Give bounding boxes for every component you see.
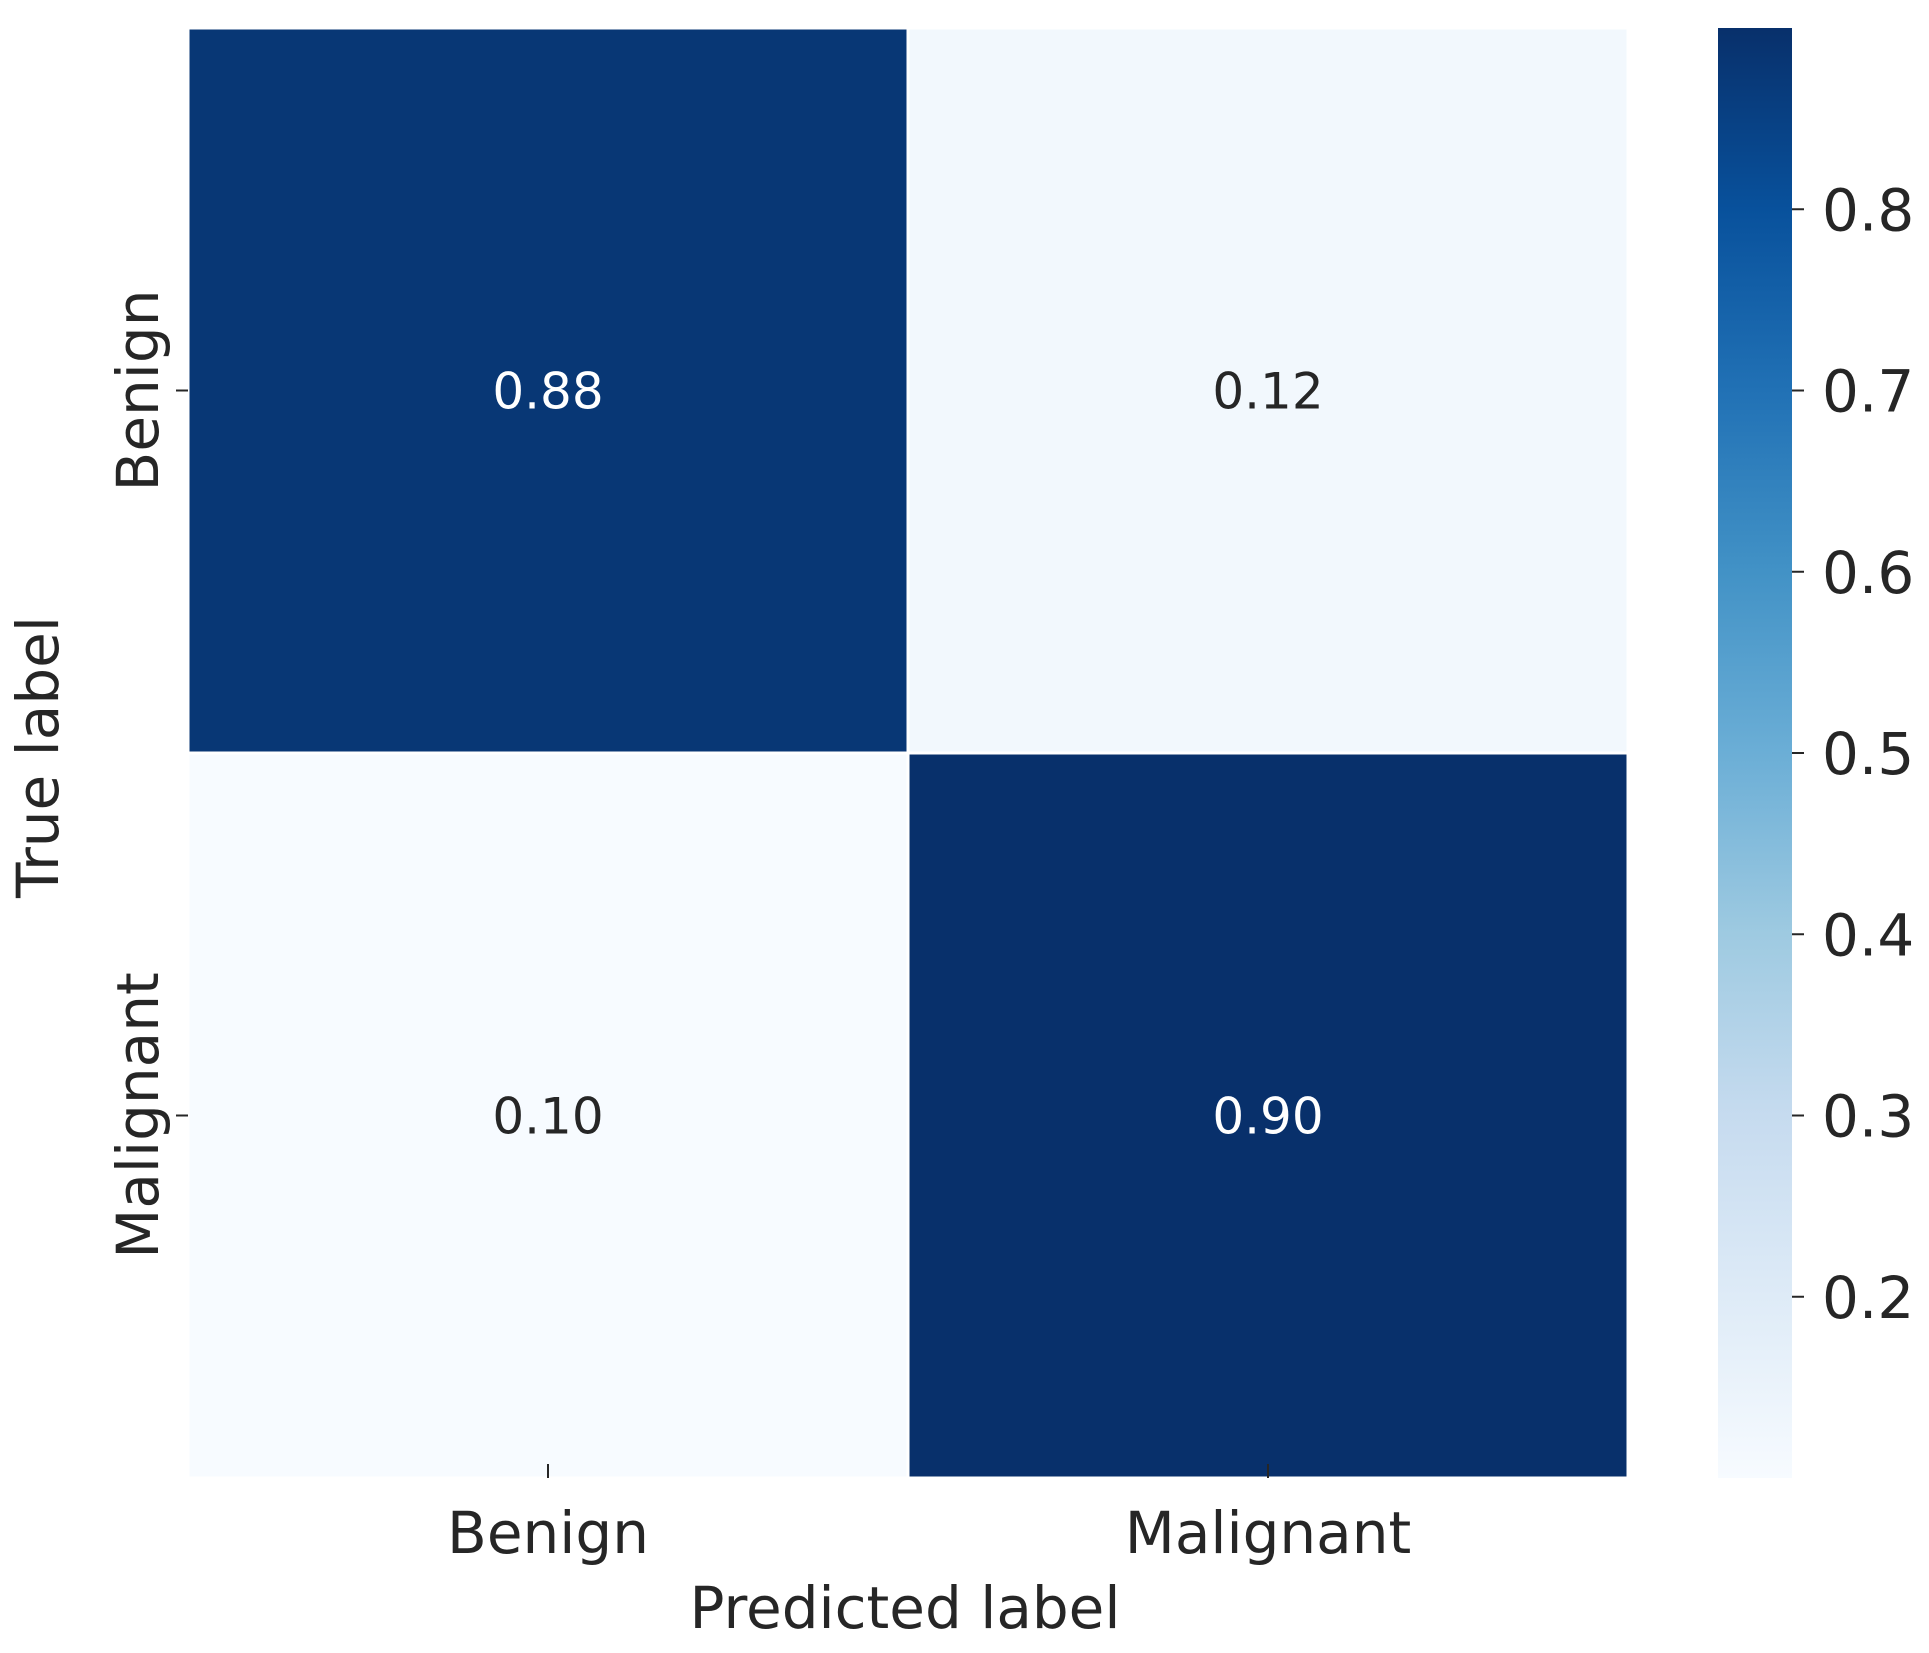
colorbar-tick-label: 0.4	[1822, 901, 1914, 969]
x-axis-title: Predicted label	[690, 1574, 1121, 1642]
colorbar-tick-label: 0.8	[1822, 176, 1914, 244]
cell-value-label: 0.88	[492, 363, 603, 421]
colorbar-tick-label: 0.7	[1822, 358, 1914, 426]
x-tick-label: Benign	[447, 1499, 649, 1567]
cell-value-label: 0.90	[1212, 1088, 1323, 1146]
y-axis-title: True label	[4, 616, 72, 899]
heatmap-cells: 0.88 0.12 0.10 0.90	[186, 26, 1630, 1480]
cell-value-label: 0.10	[492, 1088, 603, 1146]
heatmap-cell	[186, 751, 910, 1480]
y-axis-ticks: Benign Malignant	[104, 290, 188, 1259]
cell-value-label: 0.12	[1212, 363, 1323, 421]
heatmap-cell	[906, 26, 1630, 755]
colorbar	[1718, 28, 1792, 1478]
y-tick-label: Benign	[104, 290, 172, 492]
x-tick-label: Malignant	[1125, 1499, 1411, 1567]
heatmap-cell	[906, 751, 1630, 1480]
y-tick-label: Malignant	[104, 972, 172, 1258]
colorbar-tick-label: 0.3	[1822, 1083, 1914, 1151]
colorbar-tick-label: 0.5	[1822, 720, 1914, 788]
colorbar-ticks: 0.2 0.3 0.4 0.5 0.6 0.7 0.8	[1792, 176, 1914, 1332]
colorbar-tick-label: 0.6	[1822, 539, 1914, 607]
x-axis-ticks: Benign Malignant	[447, 1464, 1411, 1567]
heatmap-cell	[186, 26, 910, 755]
colorbar-tick-label: 0.2	[1822, 1264, 1914, 1332]
